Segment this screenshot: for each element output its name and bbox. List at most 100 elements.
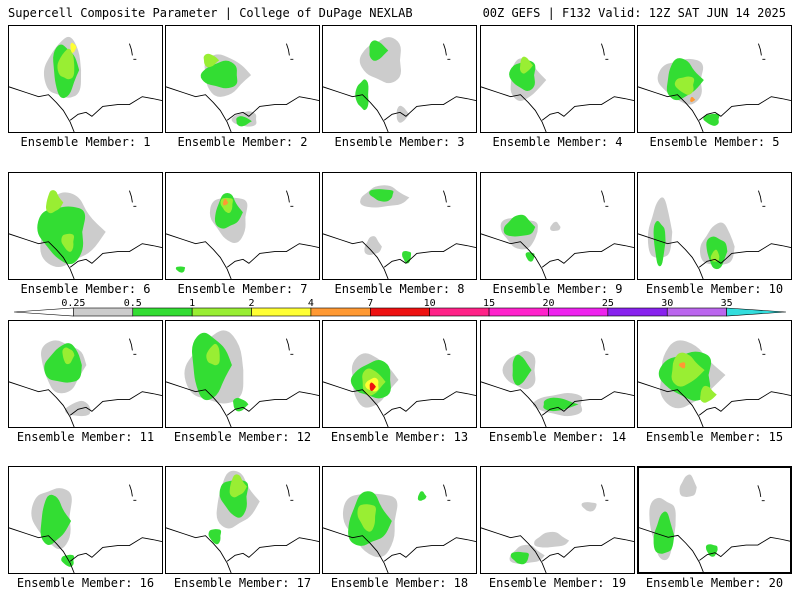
scp-contour — [65, 400, 91, 417]
lake-outline — [286, 484, 294, 501]
scp-contour — [703, 113, 720, 126]
scp-contour — [208, 529, 222, 545]
coastline-border — [323, 86, 476, 132]
lake-outline — [601, 190, 609, 207]
legend-tick-label: 10 — [424, 298, 436, 309]
coastline-border — [323, 233, 476, 279]
scp-contour — [550, 221, 561, 231]
ensemble-member-map[interactable] — [480, 466, 635, 574]
scp-contour — [705, 544, 718, 557]
chart-title: Supercell Composite Parameter | College … — [8, 6, 413, 20]
scp-contour — [369, 382, 376, 392]
scp-contour — [369, 40, 389, 61]
lake-outline — [758, 43, 766, 60]
ensemble-member-map[interactable] — [8, 466, 163, 574]
ensemble-member-map[interactable] — [8, 25, 163, 133]
scp-contour — [700, 385, 717, 403]
legend-swatch — [607, 307, 668, 317]
ensemble-member-map[interactable] — [322, 320, 477, 428]
ensemble-member-map[interactable] — [322, 172, 477, 280]
legend-tick-label: 15 — [483, 298, 495, 309]
scp-contour — [70, 42, 77, 53]
scp-contour — [679, 474, 697, 497]
legend-tick-label: 25 — [602, 298, 614, 309]
ensemble-member-map[interactable] — [165, 320, 320, 428]
ensemble-member-map[interactable] — [637, 320, 792, 428]
legend-tick-label: 0.5 — [124, 298, 142, 309]
coastline-border — [9, 233, 162, 279]
legend-tick-label: 30 — [661, 298, 673, 309]
scp-contour — [203, 53, 220, 68]
legend-swatch — [13, 307, 74, 317]
coastline-border — [166, 381, 319, 427]
scp-contour — [543, 397, 579, 412]
scp-contour — [710, 249, 720, 262]
scp-contour — [357, 504, 376, 532]
scp-contour — [671, 352, 705, 387]
lake-outline — [758, 338, 766, 355]
legend-tick-label: 1 — [189, 298, 195, 309]
lake-outline — [757, 485, 765, 502]
member-label: Ensemble Member: 20 — [645, 576, 784, 590]
ensemble-member-map[interactable] — [322, 466, 477, 574]
ensemble-member-map[interactable] — [637, 25, 792, 133]
member-label: Ensemble Member: 8 — [334, 282, 465, 296]
coastline-border — [166, 233, 319, 279]
ensemble-member-map[interactable] — [165, 466, 320, 574]
scp-contour — [206, 343, 220, 366]
ensemble-member-map[interactable] — [165, 172, 320, 280]
member-label: Ensemble Member: 14 — [488, 430, 627, 444]
ensemble-member-map[interactable] — [480, 25, 635, 133]
legend-swatch — [726, 307, 787, 317]
legend-tick-label: 0.25 — [61, 298, 85, 309]
legend-swatch — [429, 307, 490, 317]
member-label: Ensemble Member: 3 — [334, 135, 465, 149]
scp-contour — [678, 362, 686, 369]
ensemble-member-map[interactable] — [165, 25, 320, 133]
coastline-border — [9, 381, 162, 427]
lake-outline — [443, 43, 451, 60]
scp-contour — [653, 511, 675, 554]
valid-time: 00Z GEFS | F132 Valid: 12Z SAT JUN 14 20… — [482, 6, 786, 20]
lake-outline — [443, 338, 451, 355]
member-label: Ensemble Member: 6 — [20, 282, 151, 296]
lake-outline — [758, 190, 766, 207]
scp-contour — [45, 190, 64, 214]
ensemble-member-map[interactable] — [480, 172, 635, 280]
lake-outline — [129, 190, 137, 207]
member-label: Ensemble Member: 10 — [645, 282, 784, 296]
lake-outline — [443, 190, 451, 207]
coastline-border — [9, 86, 162, 132]
coastline-border — [481, 527, 634, 573]
legend-tick-label: 7 — [367, 298, 373, 309]
scp-contour — [534, 531, 570, 548]
member-label: Ensemble Member: 17 — [173, 576, 312, 590]
ensemble-member-map[interactable] — [637, 466, 792, 574]
scp-contour — [61, 554, 75, 567]
member-label: Ensemble Member: 1 — [20, 135, 151, 149]
legend-swatch — [73, 307, 134, 317]
scp-contour — [674, 76, 695, 95]
member-label: Ensemble Member: 7 — [177, 282, 308, 296]
scp-contour — [57, 48, 75, 80]
coastline-border — [481, 233, 634, 279]
coastline-border — [323, 527, 476, 573]
scp-contour — [175, 266, 186, 273]
legend-tick-label: 35 — [721, 298, 733, 309]
member-label: Ensemble Member: 2 — [177, 135, 308, 149]
ensemble-member-map[interactable] — [637, 172, 792, 280]
lake-outline — [129, 43, 137, 60]
member-label: Ensemble Member: 16 — [16, 576, 155, 590]
scp-contour — [510, 551, 529, 565]
coastline-border — [639, 527, 790, 572]
scp-contour — [690, 97, 696, 103]
ensemble-member-map[interactable] — [8, 320, 163, 428]
scp-contour — [40, 494, 72, 546]
ensemble-member-map[interactable] — [8, 172, 163, 280]
legend-tick-label: 4 — [308, 298, 314, 309]
scp-contour — [581, 502, 597, 512]
ensemble-member-map[interactable] — [322, 25, 477, 133]
member-label: Ensemble Member: 12 — [173, 430, 312, 444]
ensemble-member-map[interactable] — [480, 320, 635, 428]
coastline-border — [166, 527, 319, 573]
